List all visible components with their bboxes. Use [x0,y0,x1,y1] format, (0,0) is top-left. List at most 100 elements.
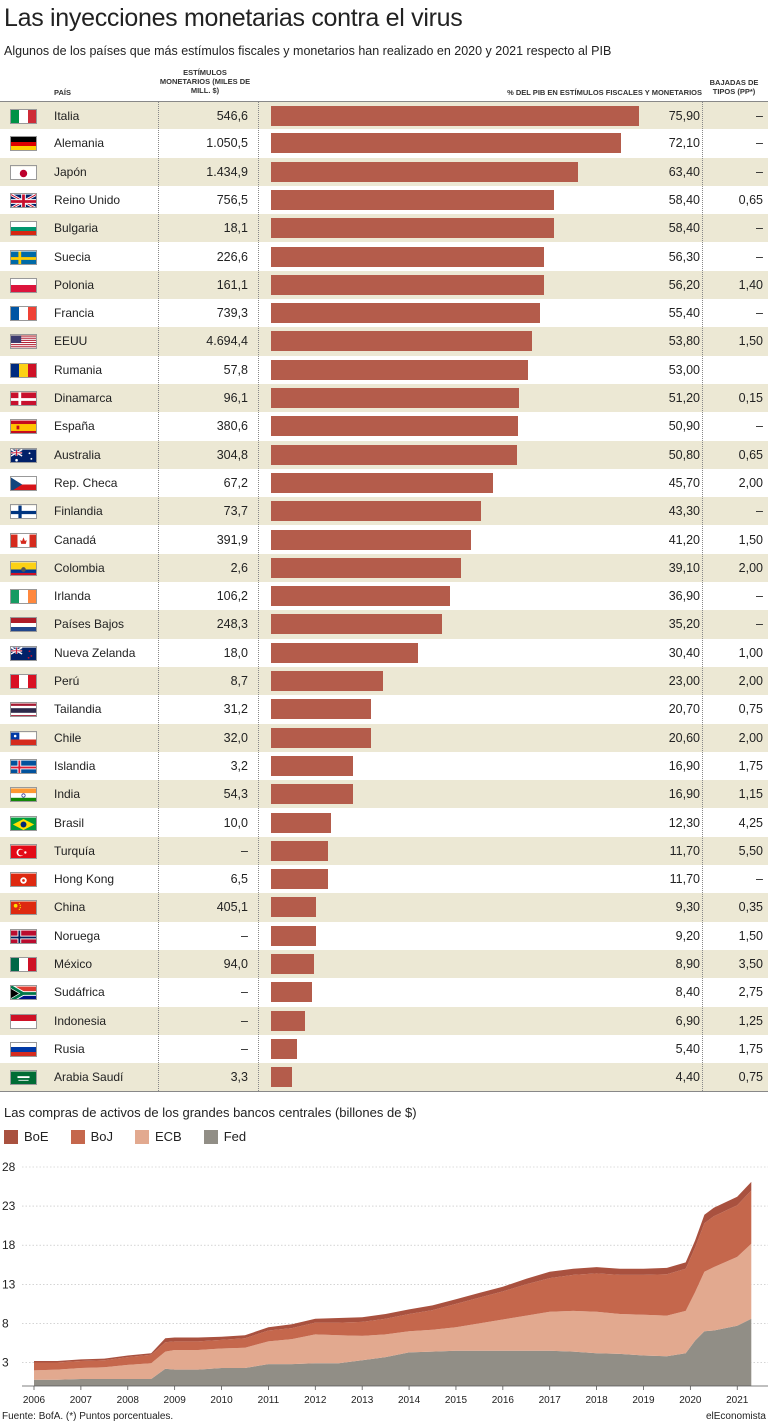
gdp-percent-value: 6,90 [675,1013,700,1028]
gdp-bar [271,614,442,635]
rate-cut-value: 2,75 [738,985,763,1000]
stimulus-value: 4.694,4 [206,334,248,349]
stimulus-value: 96,1 [223,391,248,405]
country-name: Brasil [54,815,85,830]
table-row: Japón 1.434,9 63,40 – [0,157,768,186]
brand-logo-text: elEconomista [705,1411,766,1422]
gdp-bar [271,444,518,465]
rate-cut-value: 3,50 [738,957,763,971]
gdp-percent-value: 8,90 [675,957,700,971]
area-boe [34,1181,752,1363]
stimulus-value: 380,6 [216,419,248,434]
table-row: EEUU 4.694,4 53,80 1,50 [0,327,768,356]
gdp-percent-value: 58,40 [668,192,700,207]
table-row: Nueva Zelanda 18,0 30,40 1,00 [0,639,768,667]
stimulus-value: 2,6 [230,560,248,575]
table-row: Sudáfrica – 8,40 2,75 [0,978,768,1006]
rate-cut-value: 1,50 [738,532,763,547]
stimulus-value: – [241,843,248,858]
page-subtitle: Algunos de los países que más estímulos … [4,44,612,58]
legend-swatch [70,1129,85,1144]
country-name: Irlanda [54,589,91,604]
x-tick-label: 2017 [539,1395,562,1406]
gdp-bar [271,472,493,493]
stimulus-value: 248,3 [216,617,248,632]
country-name: Suecia [54,249,91,264]
x-tick-label: 2018 [585,1395,608,1406]
gdp-bar [271,246,544,267]
gdp-percent-value: 56,30 [668,249,700,264]
gdp-bar [271,642,419,663]
gdp-percent-value: 43,30 [668,504,700,519]
gdp-bar [271,925,316,946]
country-name: EEUU [54,334,88,349]
rate-cut-value: – [756,306,763,321]
gdp-bar [271,586,450,607]
x-tick-label: 2007 [70,1395,93,1406]
x-tick-label: 2012 [304,1395,327,1406]
stimulus-value: 226,6 [216,249,248,264]
table-row: Australia 304,8 50,80 0,65 [0,440,768,469]
gdp-bar [271,699,372,720]
y-tick-label: 18 [2,1238,16,1252]
gdp-percent-value: 11,70 [669,872,700,887]
rate-cut-value: – [756,109,763,123]
country-name: Sudáfrica [54,985,105,1000]
gdp-percent-value: 53,00 [668,362,700,377]
rate-cut-value: 1,15 [738,787,763,802]
x-tick-label: 2015 [445,1395,468,1406]
gdp-percent-value: 9,30 [675,900,700,915]
table-row: Chile 32,0 20,60 2,00 [0,723,768,752]
column-divider [258,101,259,1091]
gdp-bar [271,303,540,324]
rate-cut-value: 1,75 [738,758,763,773]
gdp-percent-value: 4,40 [675,1070,700,1085]
stimulus-value: 1.434,9 [206,164,248,179]
page-title: Las inyecciones monetarias contra el vir… [4,4,463,32]
stimulus-value: 161,1 [216,277,248,292]
country-name: Rumania [54,362,103,377]
column-divider [158,101,159,1091]
country-name: Perú [54,674,80,688]
table-row: Arabia Saudí 3,3 4,40 0,75 [0,1063,768,1092]
legend-swatch [134,1129,149,1144]
country-name: Noruega [54,928,101,943]
country-name: Rep. Checa [54,475,118,490]
legend-swatch [4,1129,18,1144]
y-tick-label: 28 [2,1160,16,1174]
country-name: Alemania [54,136,105,151]
area-ecb [34,1243,752,1380]
table-row: México 94,0 8,90 3,50 [0,950,768,979]
gdp-bar [271,529,471,550]
stimulus-value: – [241,1013,248,1028]
table-row: Países Bajos 248,3 35,20 – [0,610,768,639]
gdp-bar [271,1010,305,1031]
header-stimulus: ESTÍMULOS MONETARIOS (MILES DE MILL. $) [159,68,251,95]
country-name: Japón [54,164,87,179]
country-name: México [54,957,93,971]
stimulus-value: 94,0 [223,957,248,971]
country-name: Finlandia [54,504,103,519]
table-bottom-rule [0,1091,768,1092]
table-row: Dinamarca 96,1 51,20 0,15 [0,384,768,413]
x-tick-label: 2010 [210,1395,233,1406]
rate-cut-value: 2,00 [738,560,763,575]
rate-cut-value: – [756,419,763,434]
legend-item-ecb: ECB [134,1129,182,1144]
country-name: Francia [54,306,95,321]
gdp-bar [271,388,520,408]
gdp-percent-value: 9,20 [675,928,700,943]
country-name: Países Bajos [54,617,125,632]
gdp-percent-value: 72,10 [668,136,700,151]
stimulus-value: 18,0 [223,645,248,660]
rate-cut-value: 0,65 [738,192,763,207]
stimulus-value: 32,0 [223,730,248,745]
table-row: Colombia 2,6 39,10 2,00 [0,553,768,583]
table-row: Alemania 1.050,5 72,10 – [0,129,768,157]
rate-cut-value: 2,00 [738,730,763,745]
gdp-percent-value: 53,80 [668,334,700,349]
table-row: Brasil 10,0 12,30 4,25 [0,809,768,837]
rate-cut-value: 0,75 [738,1070,763,1085]
table-row: Canadá 391,9 41,20 1,50 [0,526,768,554]
gdp-bar [271,274,544,295]
